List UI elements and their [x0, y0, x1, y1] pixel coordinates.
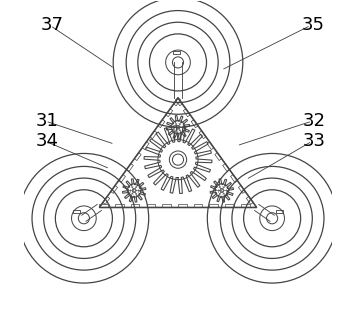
- Text: 31: 31: [36, 112, 59, 130]
- Text: 37: 37: [41, 16, 64, 34]
- Text: 34: 34: [36, 132, 59, 150]
- Text: 33: 33: [303, 132, 326, 150]
- Bar: [276, 210, 283, 213]
- Text: 35: 35: [302, 16, 324, 34]
- Bar: [173, 51, 180, 54]
- Bar: [73, 210, 80, 213]
- Text: 32: 32: [303, 112, 326, 130]
